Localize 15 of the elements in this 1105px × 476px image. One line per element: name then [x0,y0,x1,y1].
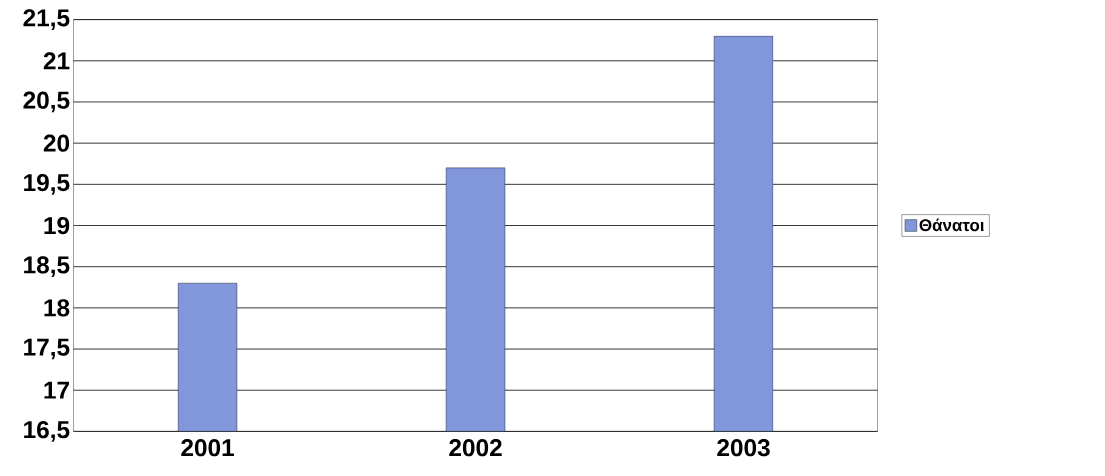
y-tick-label: 20,5 [23,91,70,113]
y-tick-label: 16,5 [24,421,70,443]
y-tick-label: 19 [44,217,70,235]
y-tick-label: 18,5 [24,256,70,278]
y-tick-label: 21,5 [23,9,70,31]
y-tick-label: 17,5 [24,339,70,360]
y-tick-label: 18 [44,299,70,317]
y-tick-label: 20 [43,134,70,153]
x-tick-label: 2003 [717,439,770,457]
y-tick-label: 19,5 [24,174,70,195]
legend-label: Θάνατοι [919,218,984,232]
x-tick-label: 2001 [181,439,234,457]
y-tick-label: 17 [44,382,69,399]
x-tick-label: 2002 [449,439,502,457]
y-tick-label: 21 [43,52,70,70]
